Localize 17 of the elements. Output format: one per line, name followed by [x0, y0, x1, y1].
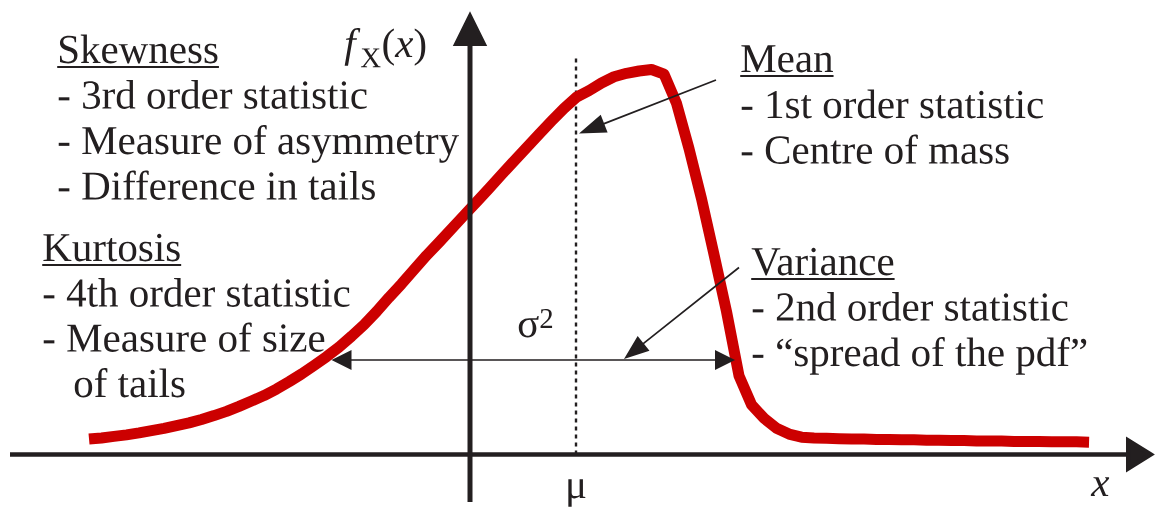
annotation: - Measure of size of tails	[43, 322, 325, 398]
annotation: - Centre of mass	[741, 134, 1009, 164]
annotation: - Difference in tails	[58, 170, 375, 200]
annotation: - Measure of asymmetry	[58, 125, 459, 163]
annotation: Mean	[741, 45, 833, 73]
text: μ	[568, 479, 586, 507]
annotation: Variance	[751, 247, 894, 276]
annotation: - 4th order statistic	[43, 278, 350, 307]
text: Skewness	[59, 34, 218, 64]
annotation: Kurtosis	[43, 233, 180, 262]
y-axis-title: f$_{X}$(x)	[344, 28, 426, 68]
x-axis-title: x	[1090, 477, 1110, 496]
annotation: σ$^{2}$	[518, 308, 553, 338]
annotation: - 3rd order statistic	[58, 80, 367, 109]
annotation: - “spread of the pdf”	[752, 337, 1087, 375]
annotation: - 1st order statistic	[741, 89, 1043, 119]
annotation: - 2nd order statistic	[752, 292, 1068, 321]
